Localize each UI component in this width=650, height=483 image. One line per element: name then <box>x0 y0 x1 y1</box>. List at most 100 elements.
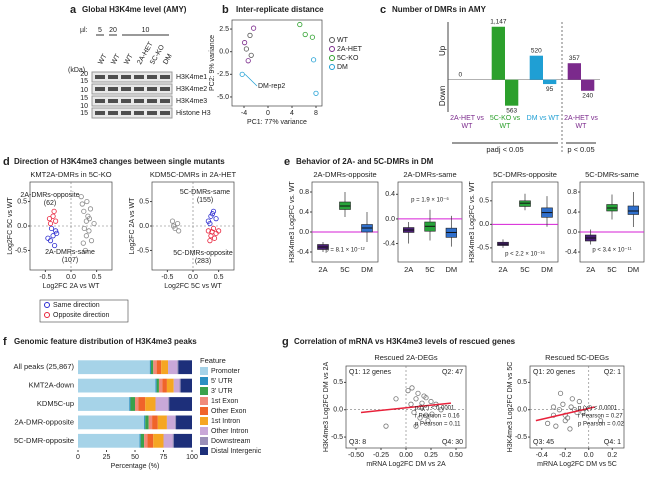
annotation: (107) <box>62 257 78 264</box>
kda-label: 10 <box>80 87 88 94</box>
point <box>81 225 87 232</box>
panel-title: Global H3K4me level (AMY) <box>82 5 187 14</box>
plot-frame <box>397 181 463 263</box>
y-axis-label: H3K4me3 Log2FC vs. WT <box>469 180 476 262</box>
point <box>438 407 444 413</box>
y-tick-label: 0.0 <box>479 221 489 228</box>
point <box>205 228 211 234</box>
annotation: 2A-DMRs-same <box>45 249 95 256</box>
blot-strip <box>91 83 173 95</box>
point <box>556 407 562 413</box>
point <box>82 247 88 254</box>
y-tick-label: -0.4 <box>565 249 577 256</box>
value-label: 0 <box>459 71 463 78</box>
bar-segment <box>174 415 177 430</box>
stat-text: p Pearson = 0.11 <box>415 422 461 428</box>
bar <box>567 63 581 80</box>
point <box>248 52 254 58</box>
legend-marker <box>44 312 50 318</box>
category-label: 2A-HET vs WT <box>450 115 484 130</box>
value-label: 563 <box>506 107 517 114</box>
y-axis-label: H3K4me3 Log2FC DM vs 5C <box>507 362 514 453</box>
panel-label: c <box>380 4 386 16</box>
stat-text: p (χ²) < 0.0001 <box>415 406 455 412</box>
point <box>84 198 90 205</box>
annotation: Q3: 8 <box>349 439 366 446</box>
bar-segment <box>145 397 156 411</box>
bar-segment <box>78 433 140 448</box>
legend-swatch <box>200 407 208 415</box>
legend-swatch <box>200 397 208 405</box>
value-label: 95 <box>546 86 554 93</box>
band <box>121 99 131 103</box>
y-tick-label: 0.0 <box>385 216 395 223</box>
point <box>80 240 86 246</box>
point <box>81 208 87 214</box>
point <box>247 32 253 38</box>
point <box>79 201 85 207</box>
legend-swatch <box>200 427 208 435</box>
legend-title: Feature <box>200 356 226 365</box>
point <box>411 409 417 416</box>
lane-label: DM <box>162 53 174 66</box>
legend-label: DM <box>337 64 348 71</box>
bar <box>529 55 543 80</box>
point <box>413 396 419 402</box>
bar-segment <box>149 360 151 375</box>
point <box>83 233 89 239</box>
value-label: 357 <box>569 55 580 62</box>
legend-label: Other Exon <box>211 408 247 415</box>
annotation: Q2: 47 <box>442 369 463 376</box>
legend-label: 1st Intron <box>211 418 240 425</box>
band <box>134 87 144 91</box>
legend-swatch <box>200 387 208 395</box>
chart-title: KDM5C-DMRs in 2A-HET <box>150 170 237 179</box>
y-tick-label: 0.4 <box>567 209 577 216</box>
volume: 20 <box>109 27 117 34</box>
y-tick-label: KMT2A-down <box>29 381 74 390</box>
point <box>310 57 317 63</box>
bar <box>505 79 519 106</box>
bar-segment <box>78 360 150 375</box>
y-axis-label: H3K4me3 Log2FC DM vs 2A <box>323 362 330 453</box>
y-tick-label: All peaks (25,867) <box>14 362 75 371</box>
x-tick-label: -0.5 <box>39 274 51 281</box>
kda-unit: (kDa) <box>68 67 85 74</box>
bar-segment <box>152 415 158 430</box>
x-axis-label: mRNA Log2FC DM vs 5C <box>537 461 617 468</box>
point <box>83 218 89 224</box>
x-tick-label: 0.25 <box>424 452 438 459</box>
point <box>428 398 434 405</box>
point <box>405 387 411 394</box>
lane-label: WT <box>97 52 109 66</box>
point <box>569 396 575 402</box>
kda-label: 15 <box>80 78 88 85</box>
point <box>54 230 60 236</box>
point <box>48 225 55 232</box>
legend-swatch <box>200 437 208 445</box>
box <box>627 205 639 215</box>
y-tick-label: 0.0 <box>299 229 309 236</box>
bar-segment <box>130 397 135 411</box>
y-axis-label: Up <box>438 45 447 56</box>
kda-label: 15 <box>80 95 88 102</box>
y-tick-label: 0.5 <box>517 379 527 386</box>
band <box>108 99 118 103</box>
x-tick-label: -0.50 <box>348 452 364 459</box>
bar-segment <box>78 397 130 411</box>
y-tick-label: 0.4 <box>385 191 395 198</box>
panel-label: g <box>282 336 289 348</box>
bar-segment <box>145 415 149 430</box>
y-axis-label: Log2FC 5C vs WT <box>7 196 14 254</box>
legend-marker <box>329 37 335 43</box>
stat-text: r Pearson = 0.16 <box>415 414 460 420</box>
band <box>147 111 157 115</box>
target-label: H3K4me1 <box>176 74 207 81</box>
annotation: Q1: 20 genes <box>533 369 576 376</box>
y-tick-label: 2A-DMR-opposite <box>14 417 74 426</box>
bar-segment <box>144 415 146 430</box>
chart-title: Number of DMRs in AMY <box>392 5 487 14</box>
x-tick-label: 0 <box>76 454 80 461</box>
bar-segment <box>129 397 131 411</box>
annotation: Q1: 12 genes <box>349 369 392 376</box>
